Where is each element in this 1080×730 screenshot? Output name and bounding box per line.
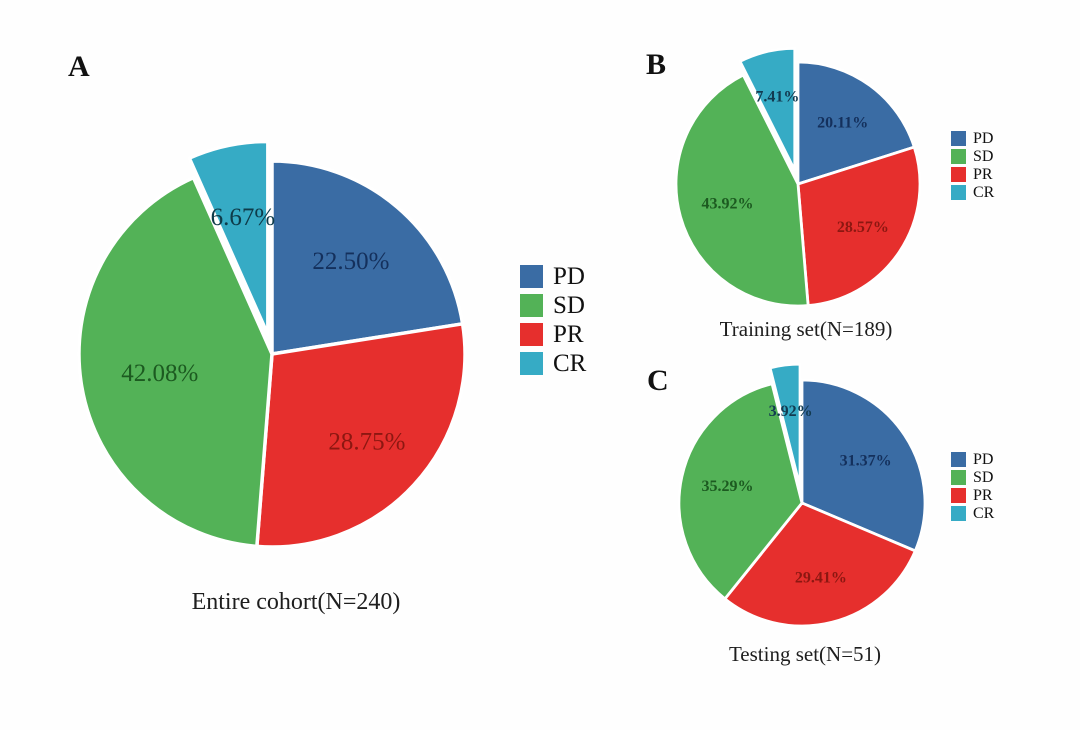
legend-swatch-cr-icon — [951, 185, 966, 200]
legend-label-pr: PR — [973, 166, 993, 183]
legend-swatch-pr-icon — [520, 323, 543, 346]
pie-slice-label-sd: 42.08% — [121, 360, 198, 387]
pie-slice-pr — [255, 322, 467, 549]
legend-swatch-cr-icon — [951, 506, 966, 521]
legend-label-sd: SD — [553, 292, 585, 319]
pie-slice-pd — [796, 60, 916, 186]
pie-slice-label-sd: 35.29% — [702, 478, 754, 495]
legend-item-pr: PR — [520, 321, 586, 348]
legend-item-pd: PD — [520, 263, 586, 290]
pie-slice-cr — [738, 46, 797, 172]
pie-slice-label-cr: 3.92% — [769, 403, 813, 420]
legend-item-sd: SD — [520, 292, 586, 319]
legend-item-sd: SD — [951, 148, 994, 165]
pie-slice-sd — [674, 73, 810, 308]
legend-label-pr: PR — [553, 321, 584, 348]
legend-item-pd: PD — [951, 451, 994, 468]
pie-slice-pd — [800, 378, 927, 553]
pie-slice-sd — [77, 175, 274, 549]
legend-swatch-sd-icon — [951, 470, 966, 485]
pie-slice-label-cr: 6.67% — [211, 204, 276, 231]
pie-slice-pr — [723, 501, 917, 628]
legend-label-pd: PD — [973, 130, 994, 147]
panel-letter-a: A — [68, 50, 90, 83]
legend-label-cr: CR — [553, 350, 587, 377]
caption-entire-cohort: Entire cohort(N=240) — [191, 589, 401, 615]
legend-label-pd: PD — [553, 263, 585, 290]
legend-swatch-pr-icon — [951, 488, 966, 503]
pie-slice-label-pr: 29.41% — [795, 570, 847, 587]
panel-letter-b: B — [646, 48, 667, 81]
legend-swatch-pd-icon — [951, 452, 966, 467]
legend-label-pr: PR — [973, 487, 993, 504]
pie-chart-training-set: 20.11% 28.57% 43.92% 7.41% — [674, 46, 922, 308]
pie-slice-cr — [187, 139, 270, 337]
caption-training-set: Training set(N=189) — [719, 317, 893, 341]
pie-slice-label-sd: 43.92% — [702, 195, 754, 212]
panel-letter-c: C — [647, 364, 669, 397]
legend-label-cr: CR — [973, 184, 995, 201]
legend-swatch-sd-icon — [951, 149, 966, 164]
legend-swatch-pd-icon — [951, 131, 966, 146]
legend-entire-cohort: PD SD PR CR — [520, 263, 587, 377]
legend-label-pd: PD — [973, 451, 994, 468]
pie-slice-cr — [768, 362, 802, 489]
legend-item-cr: CR — [951, 184, 995, 201]
legend-label-sd: SD — [973, 469, 994, 486]
legend-training-set: PD SD PR CR — [951, 130, 995, 201]
legend-label-sd: SD — [973, 148, 994, 165]
legend-swatch-pr-icon — [951, 167, 966, 182]
pie-slice-pr — [796, 145, 922, 307]
pie-slice-label-pr: 28.57% — [837, 219, 889, 236]
legend-label-cr: CR — [973, 505, 995, 522]
legend-item-pr: PR — [951, 487, 994, 504]
pie-slice-label-pd: 22.50% — [312, 248, 389, 275]
pie-chart-entire-cohort: 22.50% 28.75% 42.08% 6.67% — [77, 139, 467, 549]
legend-item-sd: SD — [951, 469, 994, 486]
pie-slice-label-pd: 20.11% — [817, 114, 868, 131]
pie-slice-pd — [270, 159, 465, 356]
legend-swatch-sd-icon — [520, 294, 543, 317]
pie-slice-label-pd: 31.37% — [840, 452, 892, 469]
legend-item-cr: CR — [520, 350, 587, 377]
legend-testing-set: PD SD PR CR — [951, 451, 995, 522]
pie-slice-label-cr: 7.41% — [755, 88, 799, 105]
caption-testing-set: Testing set(N=51) — [728, 642, 882, 666]
pie-slice-sd — [677, 382, 804, 601]
pie-slice-label-pr: 28.75% — [328, 428, 405, 455]
legend-swatch-cr-icon — [520, 352, 543, 375]
legend-item-pr: PR — [951, 166, 994, 183]
pie-chart-testing-set: 31.37% 29.41% 35.29% 3.92% — [677, 362, 927, 628]
legend-swatch-pd-icon — [520, 265, 543, 288]
legend-item-cr: CR — [951, 505, 995, 522]
legend-item-pd: PD — [951, 130, 994, 147]
